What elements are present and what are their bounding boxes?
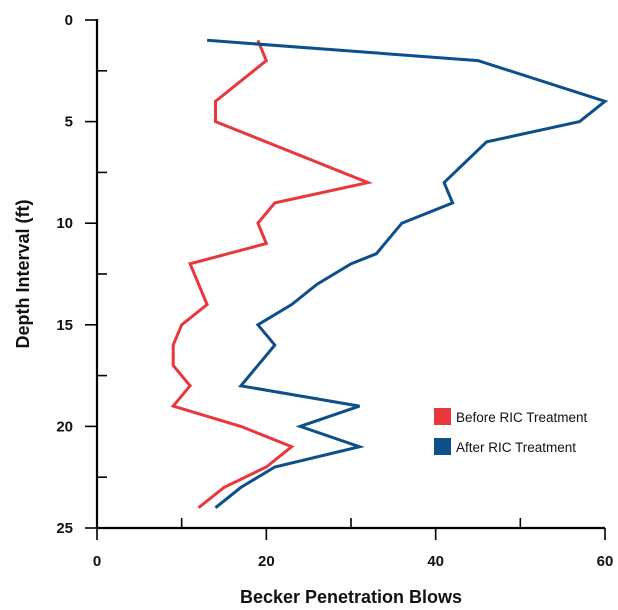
plot-area — [170, 38, 609, 509]
y-tick-label: 10 — [56, 215, 73, 232]
x-tick-label: 60 — [597, 553, 614, 570]
y-axis-title: Depth Interval (ft) — [13, 199, 33, 348]
y-tick-label: 0 — [65, 12, 73, 29]
x-tick-label: 20 — [258, 553, 275, 570]
legend: Before RIC Treatment After RIC Treatment — [434, 408, 588, 455]
series-line-after — [206, 38, 609, 509]
y-tick-label: 5 — [65, 114, 73, 131]
y-tick-label: 25 — [56, 520, 73, 537]
x-axis-title: Becker Penetration Blows — [240, 587, 462, 607]
y-tick-label: 20 — [56, 418, 73, 435]
series-line-before — [170, 39, 373, 509]
legend-label: After RIC Treatment — [456, 440, 576, 455]
x-tick-label: 40 — [427, 553, 444, 570]
ticks: 0 5 10 15 20 25 0 20 40 60 — [56, 12, 613, 570]
legend-swatch — [434, 438, 451, 455]
y-tick-label: 15 — [56, 317, 73, 334]
legend-swatch — [434, 408, 451, 425]
x-tick-label: 0 — [93, 553, 101, 570]
legend-label: Before RIC Treatment — [456, 410, 588, 425]
